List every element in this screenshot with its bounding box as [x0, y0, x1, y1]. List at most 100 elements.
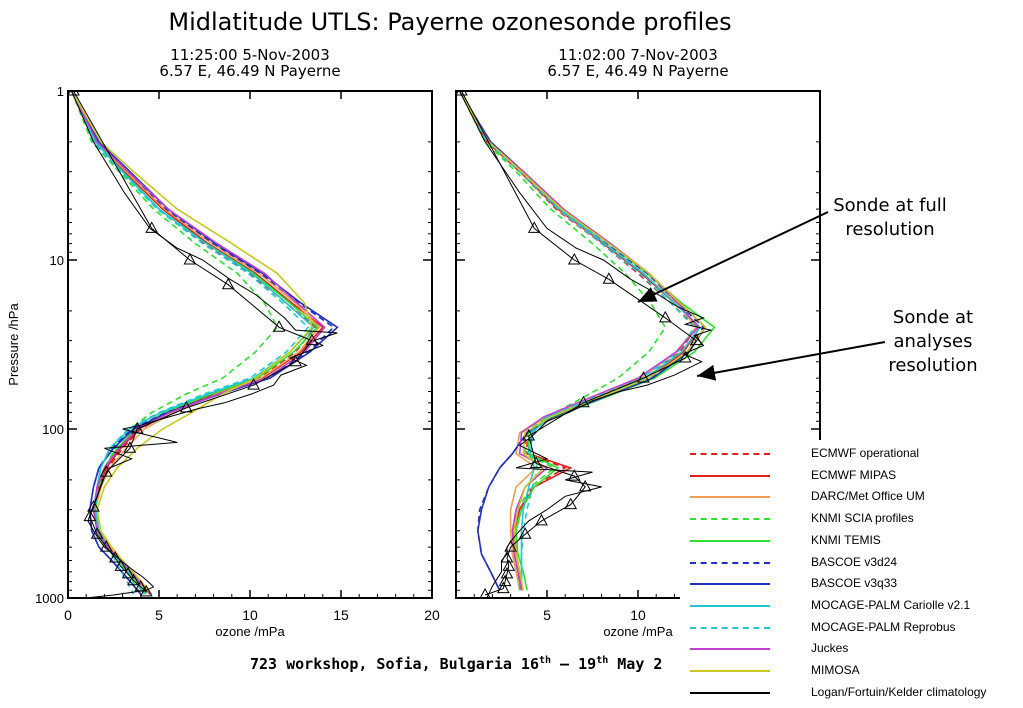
x-tick-label: 5: [543, 607, 551, 623]
series-mocage-palm-cariolle-v2-1: [458, 91, 701, 591]
series-ecmwf-operational: [458, 91, 698, 591]
sonde-analysis-marker: [602, 272, 616, 284]
sonde-analysis-marker: [577, 395, 590, 408]
sonde-analysis-marker: [179, 400, 193, 413]
sonde-analysis-marker: [221, 277, 235, 290]
sonde-analysis-marker: [305, 333, 319, 346]
x-axis-label: ozone /mPa: [603, 624, 673, 639]
legend-swatch: [690, 604, 770, 607]
x-tick-label: 5: [155, 607, 163, 623]
left-chart-subtitle: 6.57 E, 46.49 N Payerne: [159, 62, 341, 80]
sonde-analysis-marker: [658, 310, 672, 323]
legend-swatch: [690, 496, 770, 499]
series-knmi-temis: [458, 91, 716, 591]
legend-swatch: [690, 670, 770, 672]
y-tick-label: 100: [42, 422, 64, 437]
series-sonde-at-full-resolution: [459, 91, 713, 598]
sonde-analysis-marker: [479, 587, 491, 598]
sonde-analysis-marker: [689, 333, 703, 346]
series-mocage-palm-reprobus: [70, 91, 310, 595]
arrow-analyses-resolution: [696, 341, 886, 381]
sonde-analysis-marker: [272, 320, 286, 332]
series-knmi-scia-profiles: [458, 91, 667, 591]
x-tick-label: 15: [333, 607, 349, 623]
legend-label: ECMWF operational: [811, 446, 920, 460]
series-sonde-at-analyses-resolution: [73, 91, 313, 593]
sonde-analysis-marker: [114, 559, 128, 571]
sonde-analysis-marker: [145, 221, 159, 233]
legend-swatch: [690, 518, 770, 521]
legend: ECMWF operational ECMWF MIPAS DARC/Met Off…: [680, 440, 1023, 708]
arrow-full-resolution: [637, 211, 829, 303]
sonde-analysis-marker: [500, 566, 514, 579]
sonde-analysis-marker: [500, 550, 514, 563]
sonde-analysis-marker: [567, 469, 581, 481]
legend-swatch: [690, 583, 770, 586]
footer-mid: – 19: [551, 655, 597, 673]
sonde-analysis-marker: [578, 479, 592, 492]
x-tick-label: 0: [64, 607, 72, 623]
legend-label: ECMWF MIPAS: [811, 467, 897, 482]
sonde-analysis-marker: [567, 252, 581, 265]
sonde-analysis-marker: [139, 584, 153, 597]
series-sonde-at-analyses-resolution: [461, 91, 697, 596]
annotation-analyses-resolution: Sonde at analyses resolution: [888, 307, 978, 376]
sonde-analysis-marker: [564, 497, 578, 510]
chart-panel-1: 0 5 10 15 20 1 10 100 1000 ozone /mPa Pressure /hP…: [6, 84, 440, 639]
sonde-analysis-marker: [90, 527, 104, 539]
sonde-analysis-marker: [134, 579, 148, 592]
sonde-analysis-marker: [87, 500, 100, 512]
sonde-analysis-marker: [83, 509, 97, 522]
sonde-analysis-marker: [522, 428, 536, 441]
legend-label: DARC/Met Office UM: [811, 489, 925, 504]
series-mocage-palm-reprobus: [458, 91, 696, 591]
legend-label: MOCAGE-PALM Reprobus: [811, 619, 956, 634]
series-mimosa: [70, 91, 313, 595]
left-chart-title: 11:25:00 5-Nov-2003: [170, 46, 330, 64]
x-tick-label: 10: [242, 607, 258, 623]
sonde-analysis-marker: [123, 441, 137, 453]
sonde-analysis-marker: [68, 91, 80, 96]
sonde-analysis-marker: [518, 527, 532, 539]
annotation-full-resolution: Sonde at full resolution: [833, 195, 947, 240]
sonde-analysis-marker: [535, 513, 548, 526]
y-tick-label: 1: [57, 84, 64, 99]
legend-swatch: [690, 691, 770, 694]
legend-label: BASCOE v3d24: [811, 554, 898, 569]
x-tick-label: 10: [630, 607, 646, 623]
legend-label: Logan/Fortuin/Kelder climatology: [811, 684, 987, 699]
series-knmi-scia-profiles: [70, 91, 279, 595]
right-chart-title: 11:02:00 7-Nov-2003: [558, 46, 718, 64]
legend-label: KNMI TEMIS: [811, 532, 881, 547]
slide-title: Midlatitude UTLS: Payerne ozonesonde pro…: [168, 8, 732, 36]
series-juckes: [70, 91, 326, 595]
series-ecmwf-mipas: [458, 91, 701, 591]
x-axis-label: ozone /mPa: [215, 624, 285, 639]
sonde-analysis-marker: [183, 252, 197, 265]
sonde-analysis-marker: [121, 566, 135, 579]
series-ecmwf-mipas: [70, 91, 324, 595]
legend-swatch: [690, 474, 770, 477]
footer-prefix: 723 workshop, Sofia, Bulgaria 16: [250, 655, 539, 673]
annotation-arrows: [637, 211, 886, 381]
legend-swatch: [690, 626, 770, 629]
sonde-analysis-marker: [99, 465, 113, 477]
sonde-analysis-marker: [127, 573, 140, 586]
y-tick-label: 1000: [35, 591, 64, 606]
legend-label: MIMOSA: [811, 663, 860, 677]
y-tick-label: 10: [50, 253, 64, 268]
x-tick-label: 20: [424, 607, 440, 623]
legend-label: BASCOE v3q33: [811, 576, 898, 591]
sonde-analysis-marker: [527, 221, 541, 233]
sonde-analysis-marker: [529, 456, 543, 468]
series-bascoe-v3d24: [458, 91, 705, 591]
right-chart-subtitle: 6.57 E, 46.49 N Payerne: [547, 62, 729, 80]
series-mimosa: [458, 91, 707, 591]
footer: 723 workshop, Sofia, Bulgaria 16th – 19t…: [250, 655, 662, 673]
sonde-analysis-marker: [456, 91, 468, 96]
sonde-analysis-marker: [247, 378, 260, 390]
series-sonde-at-full-resolution: [71, 91, 338, 598]
sonde-analysis-marker: [496, 581, 510, 594]
legend-swatch: [690, 561, 770, 564]
